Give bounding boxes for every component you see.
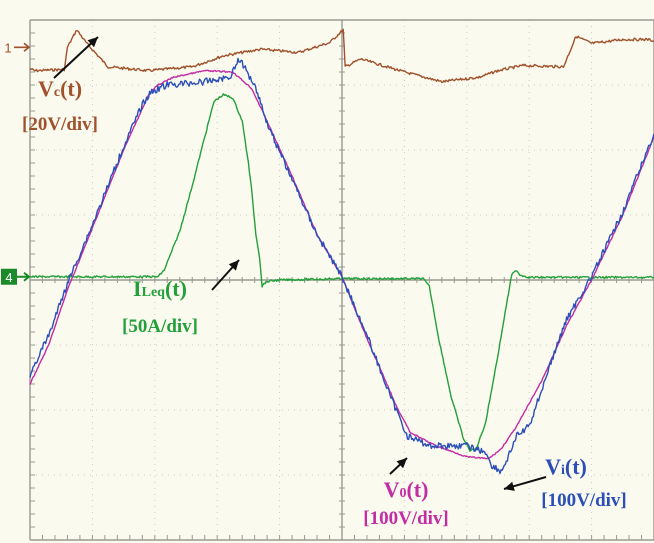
arrowhead-vi xyxy=(504,481,515,491)
label-vi: Vi(t) [100V/div] xyxy=(541,454,627,511)
label-vc-scale: [20V/div] xyxy=(22,114,98,135)
label-main: I xyxy=(133,276,142,301)
channel-label: 1 xyxy=(4,40,11,55)
label-subscript: c xyxy=(54,85,60,100)
label-ileq: ILeq(t) [50A/div] xyxy=(122,276,198,337)
label-vc: Vc(t) [20V/div] xyxy=(22,76,98,135)
label-paren: (t) xyxy=(60,76,82,101)
label-vo: V0(t) [100V/div] xyxy=(363,477,449,529)
channel-label: 4 xyxy=(5,270,12,285)
waveform-traces xyxy=(29,28,654,475)
channel-marker-1: 1 xyxy=(4,40,31,55)
trace-vc xyxy=(29,28,654,84)
trace-vi xyxy=(29,57,654,475)
label-main: V xyxy=(38,76,54,101)
arrowhead-vo xyxy=(396,458,407,469)
arrowhead-ileq xyxy=(228,260,239,271)
annotation-arrows xyxy=(53,36,547,491)
channel-badge xyxy=(1,268,17,285)
label-ileq-scale: [50A/div] xyxy=(122,316,198,337)
label-ileq-name: ILeq(t) xyxy=(133,276,187,301)
label-main: V xyxy=(545,454,561,479)
label-paren: (t) xyxy=(165,276,187,301)
label-vo-name: V0(t) xyxy=(384,477,429,502)
trace-labels: Vc(t)[20V/div]ILeq(t)[50A/div]V0(t)[100V… xyxy=(22,76,627,529)
label-subscript: 0 xyxy=(399,486,406,501)
label-main: V xyxy=(384,477,400,502)
arrowhead-vc xyxy=(87,37,98,48)
label-vc-name: Vc(t) xyxy=(38,76,82,101)
label-paren: (t) xyxy=(565,454,587,479)
channel-arrow-icon xyxy=(17,271,31,282)
channel-arrow-icon xyxy=(14,42,31,52)
arrow-vc xyxy=(53,36,99,79)
channel-marker-4: 4 xyxy=(1,268,31,285)
label-vo-scale: [100V/div] xyxy=(363,508,449,529)
label-subscript: Leq xyxy=(142,285,166,300)
label-vi-scale: [100V/div] xyxy=(541,490,627,511)
channel-markers: 14 xyxy=(1,40,31,285)
label-vi-name: Vi(t) xyxy=(545,454,587,479)
label-paren: (t) xyxy=(406,477,428,502)
label-subscript: i xyxy=(561,463,565,478)
